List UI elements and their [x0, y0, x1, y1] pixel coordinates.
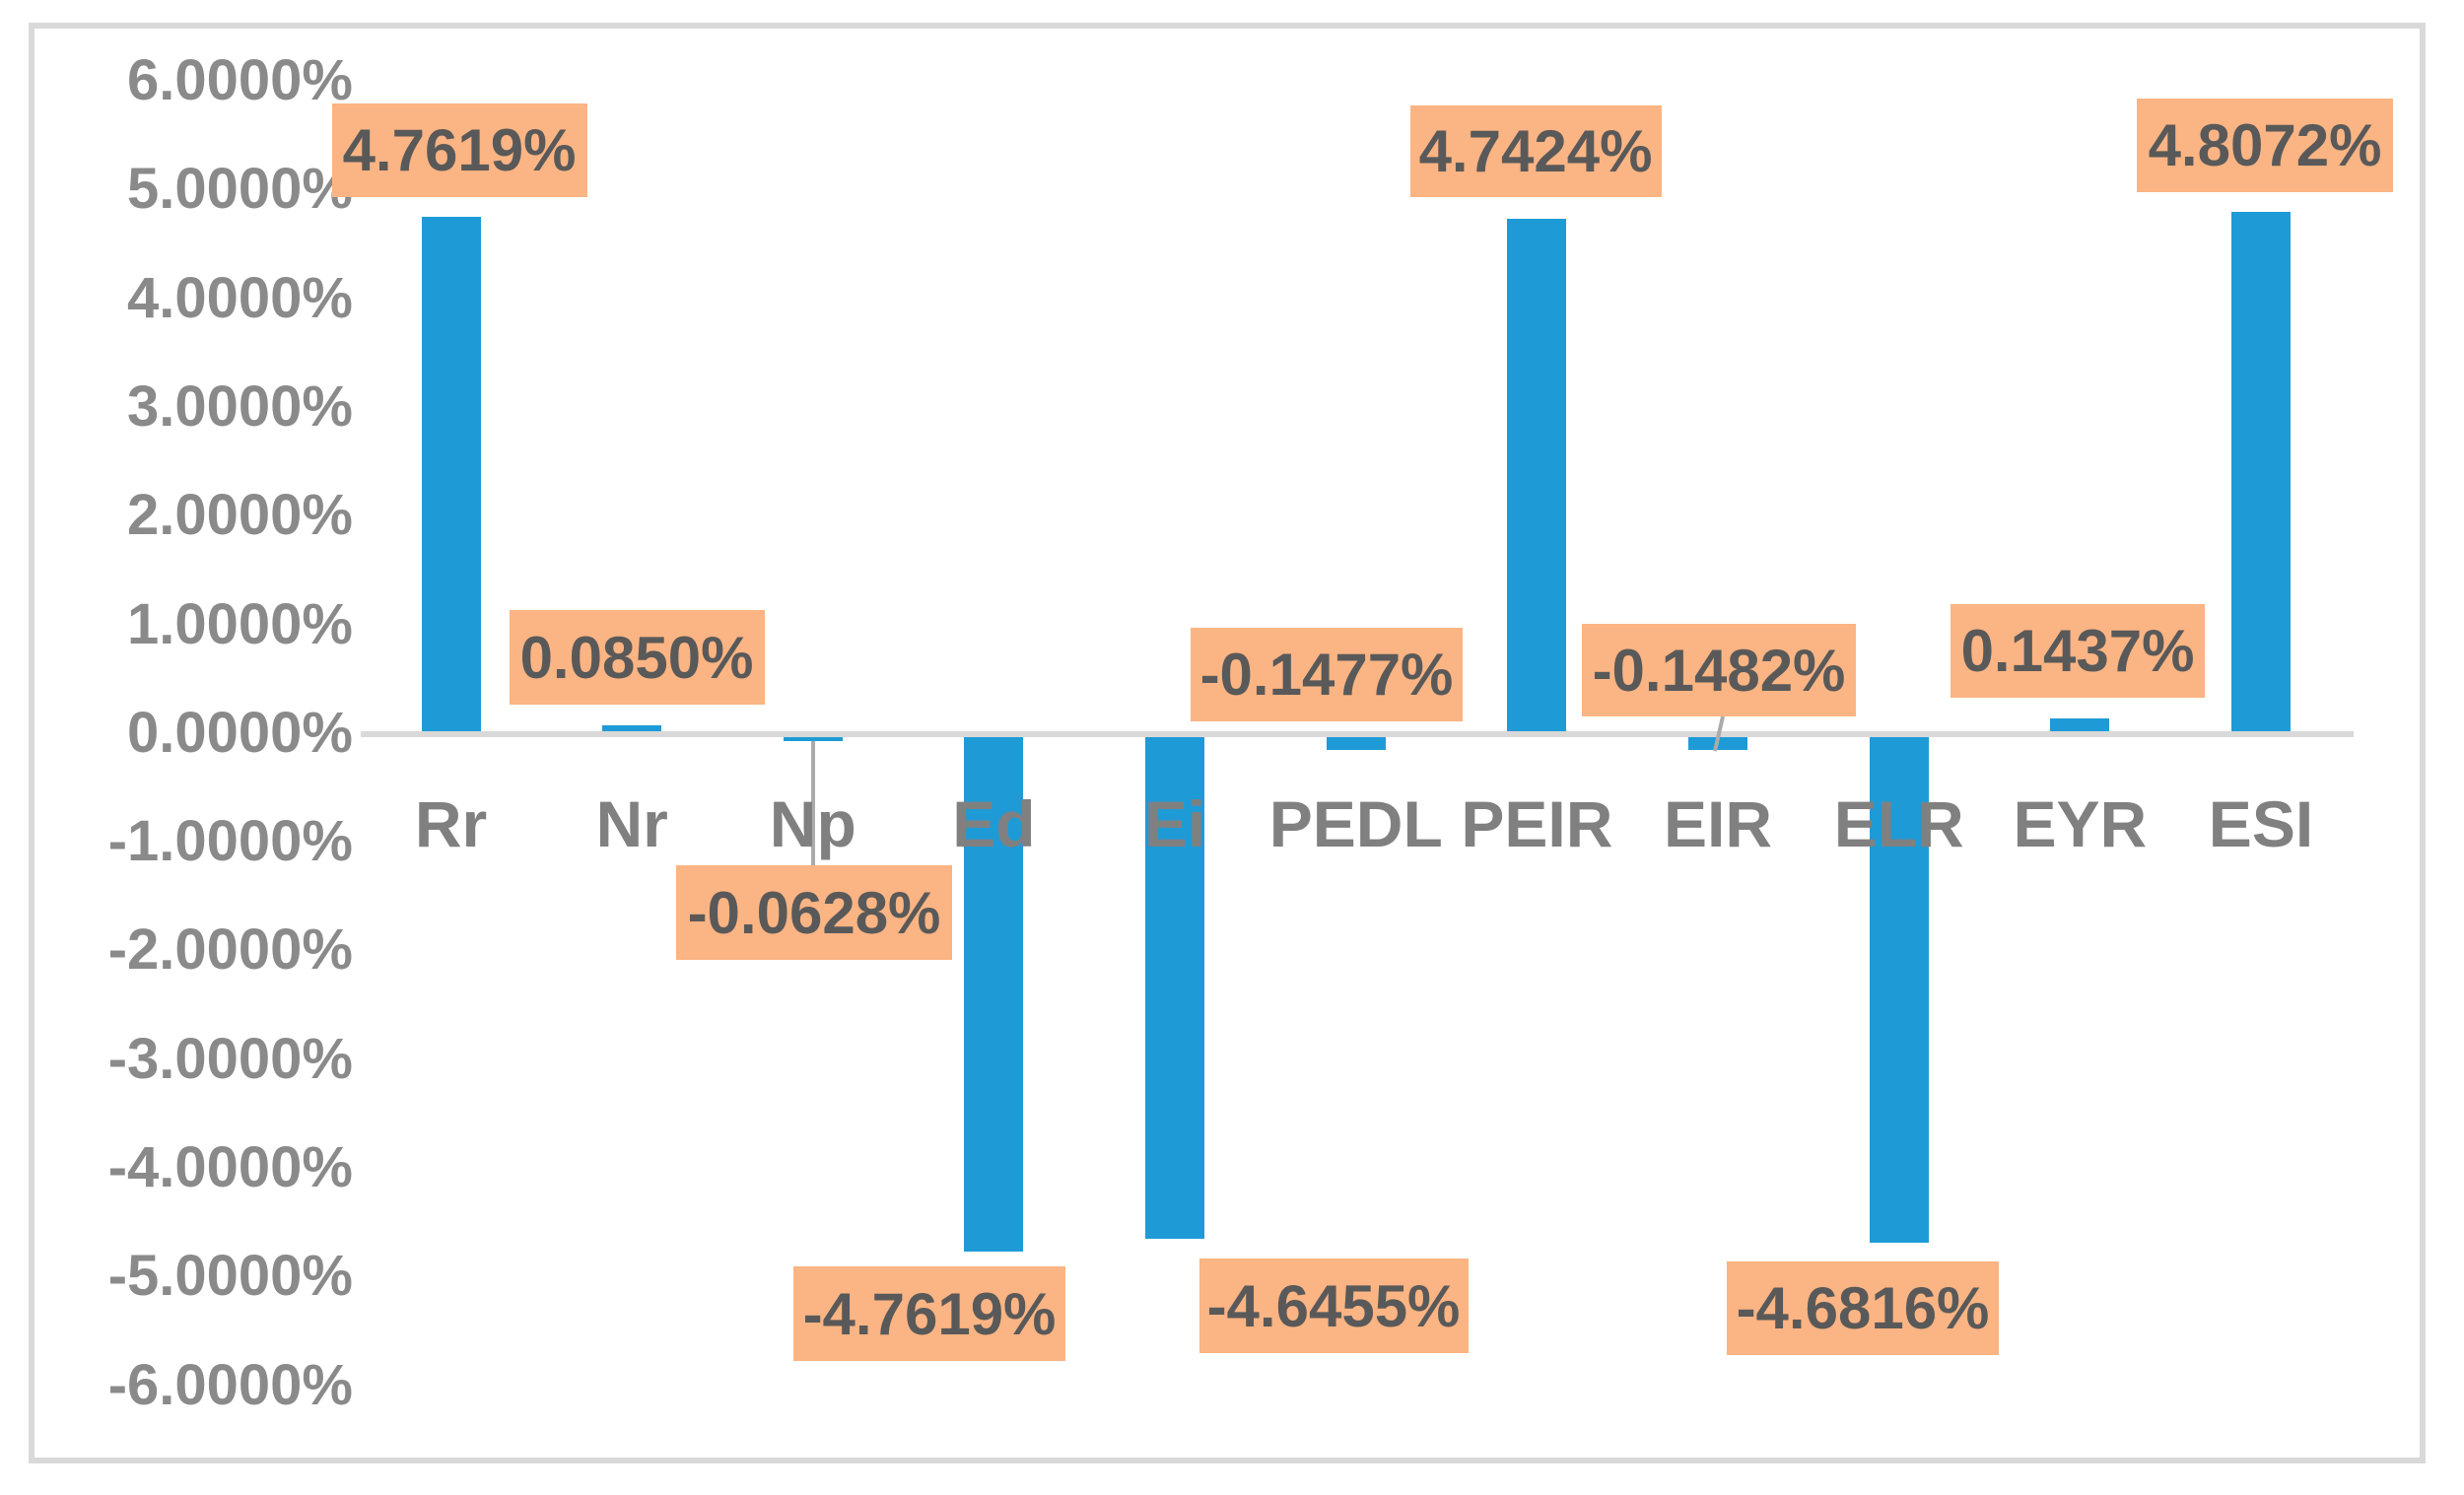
bar-ELR[interactable]	[1869, 734, 1929, 1244]
data-label-ELR[interactable]: -4.6816%	[1727, 1261, 1999, 1355]
category-label-Ei: Ei	[1143, 786, 1206, 860]
zero-axis-line	[361, 731, 2354, 737]
y-tick-label-1.0000%: 1.0000%	[127, 591, 353, 656]
y-tick-label-6.0000%: 6.0000%	[127, 48, 353, 113]
category-label-ELR: ELR	[1833, 786, 1964, 860]
category-label-EYR: EYR	[2013, 786, 2148, 860]
bar-Rr[interactable]	[421, 216, 481, 734]
category-label-Rr: Rr	[414, 786, 488, 860]
bar-Ei[interactable]	[1145, 734, 1205, 1240]
bar-ESI[interactable]	[2231, 211, 2291, 734]
y-tick-label-4.0000%: 4.0000%	[127, 265, 353, 330]
data-label-Ed[interactable]: -4.7619%	[793, 1266, 1065, 1361]
category-label-PEDL: PEDL	[1268, 786, 1443, 860]
bar-PEIR[interactable]	[1507, 218, 1567, 734]
category-label-EIR: EIR	[1664, 786, 1773, 860]
bar-PEDL[interactable]	[1326, 734, 1386, 751]
y-tick-label--5.0000%: -5.0000%	[107, 1244, 353, 1309]
y-tick-label-2.0000%: 2.0000%	[127, 483, 353, 548]
data-label-PEIR[interactable]: 4.7424%	[1409, 105, 1662, 197]
y-tick-label-0.0000%: 0.0000%	[127, 700, 353, 765]
data-label-EIR[interactable]: -0.1482%	[1582, 624, 1856, 716]
chart-border	[29, 23, 2426, 1463]
data-label-Np[interactable]: -0.0628%	[676, 865, 952, 960]
data-label-ESI[interactable]: 4.8072%	[2137, 99, 2393, 192]
bar-Np[interactable]	[783, 734, 843, 741]
y-tick-label--2.0000%: -2.0000%	[107, 917, 353, 983]
category-label-Ed: Ed	[952, 786, 1036, 860]
category-label-ESI: ESI	[2208, 786, 2314, 860]
category-label-Np: Np	[769, 786, 856, 860]
bar-Ed[interactable]	[964, 734, 1024, 1253]
data-label-Rr[interactable]: 4.7619%	[331, 103, 587, 197]
data-label-Nr[interactable]: 0.0850%	[509, 610, 765, 705]
y-tick-label--3.0000%: -3.0000%	[107, 1026, 353, 1091]
y-tick-label-5.0000%: 5.0000%	[127, 157, 353, 222]
y-tick-label--1.0000%: -1.0000%	[107, 809, 353, 874]
data-label-PEDL[interactable]: -0.1477%	[1191, 628, 1463, 721]
bar-EYR[interactable]	[2050, 718, 2110, 734]
y-tick-label--4.0000%: -4.0000%	[107, 1135, 353, 1200]
y-tick-label--6.0000%: -6.0000%	[107, 1352, 353, 1417]
category-label-Nr: Nr	[595, 786, 668, 860]
data-label-Ei[interactable]: -4.6455%	[1198, 1258, 1469, 1353]
bar-Nr[interactable]	[602, 724, 662, 734]
category-label-PEIR: PEIR	[1461, 786, 1613, 860]
data-label-EYR[interactable]: 0.1437%	[1951, 604, 2205, 698]
y-tick-label-3.0000%: 3.0000%	[127, 374, 353, 439]
